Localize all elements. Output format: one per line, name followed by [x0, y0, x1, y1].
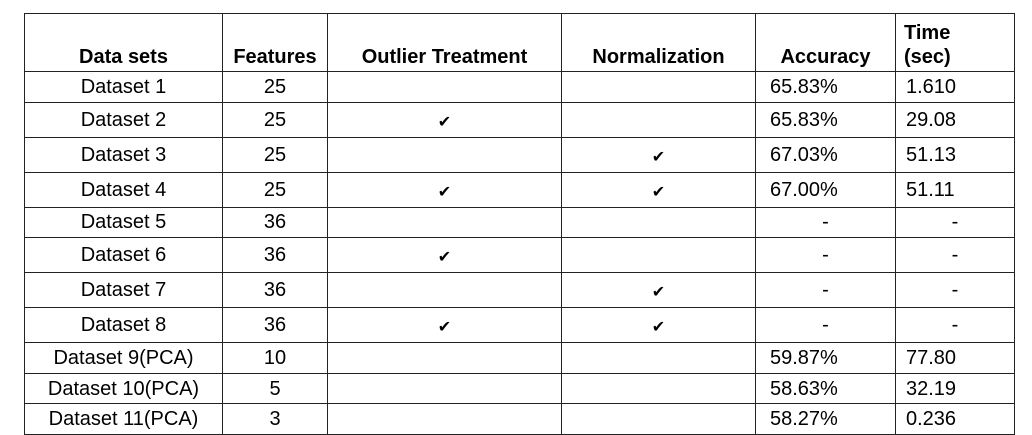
header-time-line1: Time — [904, 22, 951, 44]
features-cell: 25 — [222, 71, 328, 103]
time-cell: - — [895, 307, 1015, 344]
dataset-name-cell: Dataset 8 — [24, 307, 223, 344]
normalization-cell — [561, 342, 756, 374]
normalization-cell: ✔ — [561, 171, 756, 208]
normalization-cell — [561, 237, 756, 274]
header-normalization: Normalization — [561, 13, 756, 72]
time-cell: 29.08 — [895, 101, 1015, 138]
outlier-treatment-cell — [327, 136, 562, 173]
normalization-cell — [561, 403, 756, 435]
table-row: Dataset 11(PCA) 3 58.27% 0.236 — [24, 403, 1015, 435]
accuracy-cell: 67.00% — [755, 171, 896, 208]
dataset-name-cell: Dataset 1 — [24, 71, 223, 103]
features-cell: 25 — [222, 101, 328, 138]
accuracy-cell: - — [755, 237, 896, 274]
time-cell: 77.80 — [895, 342, 1015, 374]
features-cell: 3 — [222, 403, 328, 435]
header-features: Features — [222, 13, 328, 72]
time-cell: - — [895, 206, 1015, 239]
checkmark-icon: ✔ — [437, 183, 452, 201]
dataset-name-cell: Dataset 11(PCA) — [24, 403, 223, 435]
dataset-name-cell: Dataset 2 — [24, 101, 223, 138]
results-table: Data sets Features Outlier Treatment Nor… — [24, 13, 1015, 435]
features-cell: 10 — [222, 342, 328, 374]
checkmark-icon: ✔ — [437, 319, 452, 337]
header-accuracy: Accuracy — [755, 13, 896, 72]
outlier-treatment-cell: ✔ — [327, 237, 562, 274]
outlier-treatment-cell — [327, 372, 562, 405]
accuracy-cell: 58.63% — [755, 372, 896, 405]
features-cell: 25 — [222, 136, 328, 173]
header-data-sets: Data sets — [24, 13, 223, 72]
dataset-name-cell: Dataset 6 — [24, 237, 223, 274]
header-row: Data sets Features Outlier Treatment Nor… — [24, 13, 1015, 72]
dataset-name-cell: Dataset 3 — [24, 136, 223, 173]
time-cell: 51.11 — [895, 171, 1015, 208]
table-row: Dataset 5 36 - - — [24, 206, 1015, 239]
table-row: Dataset 3 25 ✔ 67.03% 51.13 — [24, 136, 1015, 173]
outlier-treatment-cell — [327, 342, 562, 374]
accuracy-cell: 59.87% — [755, 342, 896, 374]
table-row: Dataset 2 25 ✔ 65.83% 29.08 — [24, 101, 1015, 138]
checkmark-icon: ✔ — [437, 249, 452, 267]
time-cell: - — [895, 237, 1015, 274]
outlier-treatment-cell: ✔ — [327, 307, 562, 344]
outlier-treatment-cell — [327, 272, 562, 309]
header-time: Time (sec) — [895, 13, 1015, 72]
outlier-treatment-cell — [327, 206, 562, 239]
checkmark-icon: ✔ — [651, 319, 666, 337]
table-row: Dataset 6 36 ✔ - - — [24, 237, 1015, 274]
header-time-line2: (sec) — [904, 46, 951, 68]
checkmark-icon: ✔ — [651, 284, 666, 302]
normalization-cell: ✔ — [561, 272, 756, 309]
accuracy-cell: 65.83% — [755, 101, 896, 138]
accuracy-cell: - — [755, 272, 896, 309]
table-row: Dataset 10(PCA) 5 58.63% 32.19 — [24, 372, 1015, 405]
normalization-cell — [561, 101, 756, 138]
dataset-name-cell: Dataset 7 — [24, 272, 223, 309]
checkmark-icon: ✔ — [651, 183, 666, 201]
normalization-cell — [561, 206, 756, 239]
dataset-name-cell: Dataset 4 — [24, 171, 223, 208]
table-header: Data sets Features Outlier Treatment Nor… — [24, 13, 1015, 72]
dataset-name-cell: Dataset 5 — [24, 206, 223, 239]
header-outlier-treatment: Outlier Treatment — [327, 13, 562, 72]
accuracy-cell: 58.27% — [755, 403, 896, 435]
normalization-cell — [561, 372, 756, 405]
normalization-cell — [561, 71, 756, 103]
time-cell: 0.236 — [895, 403, 1015, 435]
time-cell: 32.19 — [895, 372, 1015, 405]
table-row: Dataset 4 25 ✔ ✔ 67.00% 51.11 — [24, 171, 1015, 208]
normalization-cell: ✔ — [561, 307, 756, 344]
time-cell: - — [895, 272, 1015, 309]
table-row: Dataset 9(PCA) 10 59.87% 77.80 — [24, 342, 1015, 374]
table-row: Dataset 1 25 65.83% 1.610 — [24, 71, 1015, 103]
checkmark-icon: ✔ — [437, 113, 452, 131]
outlier-treatment-cell: ✔ — [327, 101, 562, 138]
normalization-cell: ✔ — [561, 136, 756, 173]
time-cell: 1.610 — [895, 71, 1015, 103]
features-cell: 36 — [222, 272, 328, 309]
accuracy-cell: 65.83% — [755, 71, 896, 103]
outlier-treatment-cell — [327, 403, 562, 435]
outlier-treatment-cell: ✔ — [327, 171, 562, 208]
features-cell: 25 — [222, 171, 328, 208]
features-cell: 36 — [222, 206, 328, 239]
features-cell: 5 — [222, 372, 328, 405]
dataset-name-cell: Dataset 9(PCA) — [24, 342, 223, 374]
table-row: Dataset 8 36 ✔ ✔ - - — [24, 307, 1015, 344]
outlier-treatment-cell — [327, 71, 562, 103]
accuracy-cell: 67.03% — [755, 136, 896, 173]
time-cell: 51.13 — [895, 136, 1015, 173]
table-body: Dataset 1 25 65.83% 1.610 Dataset 2 25 ✔ 65.83%… — [24, 71, 1015, 435]
features-cell: 36 — [222, 307, 328, 344]
accuracy-cell: - — [755, 307, 896, 344]
features-cell: 36 — [222, 237, 328, 274]
checkmark-icon: ✔ — [651, 148, 666, 166]
table-row: Dataset 7 36 ✔ - - — [24, 272, 1015, 309]
accuracy-cell: - — [755, 206, 896, 239]
dataset-name-cell: Dataset 10(PCA) — [24, 372, 223, 405]
